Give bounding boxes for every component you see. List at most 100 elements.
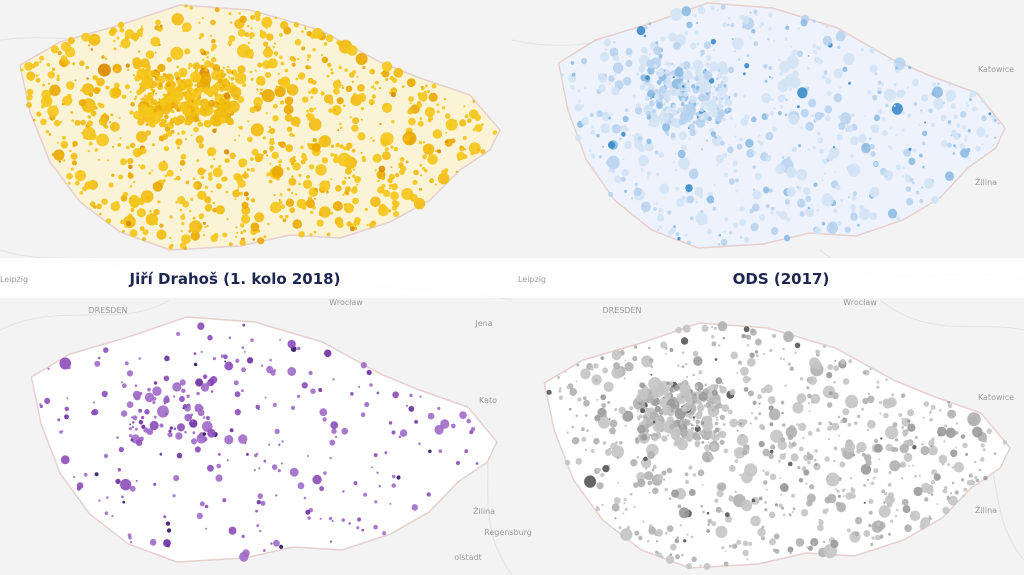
municipality-dot	[894, 514, 898, 518]
municipality-dot	[74, 119, 81, 126]
municipality-dot	[166, 528, 172, 533]
municipality-dot	[723, 84, 727, 88]
municipality-dot	[132, 74, 135, 76]
municipality-dot	[771, 76, 774, 80]
municipality-dot	[659, 183, 670, 195]
municipality-dot	[137, 118, 145, 126]
municipality-dot	[682, 381, 687, 386]
municipality-dot	[204, 123, 207, 126]
municipality-dot	[729, 418, 739, 428]
municipality-dot	[198, 213, 205, 219]
municipality-dot	[638, 479, 643, 484]
municipality-dot	[700, 49, 705, 55]
municipality-dot	[827, 364, 834, 370]
municipality-dot	[140, 58, 150, 68]
municipality-dot	[891, 103, 903, 115]
municipality-dot	[254, 212, 265, 223]
municipality-dot	[229, 152, 236, 159]
municipality-dot	[262, 549, 266, 552]
municipality-dot	[45, 130, 50, 134]
municipality-dot	[915, 190, 920, 195]
municipality-dot	[701, 324, 709, 332]
municipality-dot	[644, 25, 648, 30]
municipality-dot	[937, 108, 940, 111]
municipality-dot	[361, 155, 366, 160]
municipality-dot	[903, 452, 913, 462]
municipality-dot	[408, 405, 415, 412]
municipality-dot	[26, 88, 34, 96]
municipality-dot	[739, 473, 742, 477]
municipality-dot	[674, 152, 677, 155]
municipality-dot	[263, 459, 267, 463]
municipality-dot	[661, 435, 668, 442]
municipality-dot	[261, 22, 267, 27]
municipality-dot	[477, 148, 480, 151]
municipality-dot	[862, 397, 869, 405]
municipality-dot	[90, 35, 97, 42]
municipality-dot	[633, 187, 642, 196]
municipality-dot	[828, 420, 831, 423]
municipality-dot	[376, 391, 380, 395]
municipality-dot	[611, 86, 620, 96]
municipality-dot	[374, 500, 378, 504]
municipality-dot	[183, 101, 187, 105]
municipality-dot	[210, 234, 218, 242]
municipality-dot	[664, 106, 668, 110]
municipality-dot	[349, 116, 352, 119]
municipality-dot	[154, 77, 159, 81]
municipality-dot	[393, 211, 399, 217]
municipality-dot	[388, 187, 391, 190]
municipality-dot	[645, 75, 650, 81]
municipality-dot	[824, 496, 832, 504]
municipality-dot	[779, 453, 786, 460]
municipality-dot	[839, 461, 846, 468]
municipality-dot	[145, 130, 152, 136]
municipality-dot	[162, 179, 166, 183]
municipality-dot	[261, 89, 275, 103]
municipality-dot	[670, 431, 681, 441]
municipality-dot	[672, 104, 677, 109]
municipality-dot	[382, 102, 393, 113]
municipality-dot	[333, 156, 340, 164]
municipality-dot	[391, 483, 396, 488]
municipality-dot	[888, 470, 892, 475]
municipality-dot	[652, 109, 657, 114]
municipality-dot	[710, 131, 716, 137]
municipality-dot	[149, 538, 157, 546]
municipality-dot	[127, 172, 134, 179]
municipality-dot	[277, 141, 282, 146]
municipality-dot	[872, 94, 878, 101]
municipality-dot	[468, 142, 481, 155]
municipality-dot	[153, 381, 158, 385]
municipality-dot	[637, 424, 646, 434]
municipality-dot	[244, 32, 250, 38]
municipality-dot	[700, 421, 705, 425]
municipality-dot	[720, 140, 725, 146]
municipality-dot	[333, 88, 340, 95]
municipality-dot	[869, 143, 875, 150]
municipality-dot	[331, 105, 342, 116]
municipality-dot	[714, 358, 718, 361]
municipality-dot	[255, 509, 258, 513]
municipality-dot	[842, 488, 846, 492]
municipality-dot	[622, 512, 625, 515]
municipality-dot	[257, 237, 265, 245]
municipality-dot	[715, 97, 719, 100]
municipality-dot	[758, 440, 765, 448]
municipality-dot	[279, 544, 284, 549]
municipality-dot	[356, 75, 359, 78]
municipality-dot	[420, 174, 422, 177]
municipality-dot	[893, 447, 899, 452]
municipality-dot	[419, 395, 422, 398]
municipality-dot	[608, 116, 612, 120]
municipality-dot	[803, 469, 810, 476]
municipality-dot	[280, 462, 283, 465]
municipality-dot	[240, 231, 244, 235]
municipality-dot	[192, 104, 197, 109]
municipality-dot	[781, 156, 785, 159]
municipality-dot	[352, 117, 360, 125]
municipality-dot	[225, 84, 232, 91]
municipality-dot	[187, 414, 192, 419]
municipality-dot	[741, 25, 745, 29]
municipality-dot	[160, 118, 165, 123]
